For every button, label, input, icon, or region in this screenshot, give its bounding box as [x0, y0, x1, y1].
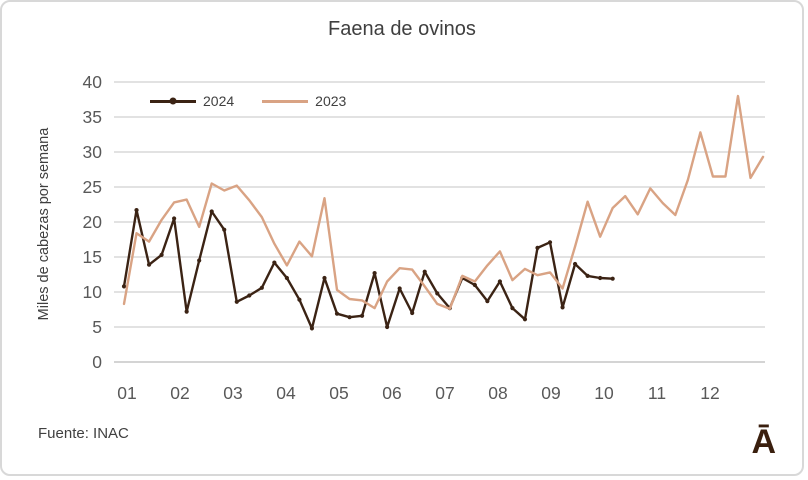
series-marker-2024-w34 [535, 245, 540, 250]
series-marker-2024-w8 [209, 209, 214, 214]
x-tick-label-12: 12 [700, 383, 719, 403]
x-tick-label-11: 11 [648, 383, 666, 403]
series-marker-2024-w18 [334, 311, 340, 316]
series-marker-2024-w13 [272, 260, 277, 265]
legend-line-2023-icon [262, 99, 309, 103]
series-marker-2024-w3 [146, 262, 152, 267]
series-marker-2024-w32 [510, 306, 515, 311]
series-marker-2024-w11 [247, 293, 252, 298]
x-tick-label-09: 09 [541, 383, 560, 403]
series-marker-2024-w10 [234, 299, 239, 304]
series-marker-2024-w16 [309, 326, 315, 331]
y-tick-label-40: 40 [83, 72, 103, 92]
series-marker-2024-w7 [197, 258, 202, 263]
series-marker-2024-w21 [372, 271, 377, 276]
series-marker-2024-w17 [322, 275, 327, 281]
x-tick-label-05: 05 [329, 383, 348, 403]
series-marker-2024-w33 [522, 317, 528, 322]
y-tick-label-5: 5 [92, 317, 102, 337]
series-marker-2024-w20 [359, 313, 365, 318]
series-marker-2024-w38 [585, 273, 590, 278]
series-marker-2024-w4 [159, 252, 164, 257]
series-marker-2024-w19 [347, 315, 352, 320]
series-marker-2024-w25 [422, 269, 427, 274]
y-tick-label-20: 20 [83, 212, 103, 232]
series-marker-2024-w9 [222, 227, 227, 232]
series-marker-2024-w6 [184, 309, 189, 314]
y-tick-label-25: 25 [83, 177, 102, 197]
series-marker-2024-w23 [397, 286, 402, 291]
series-marker-2024-w37 [572, 261, 578, 267]
legend-line-2024-icon [150, 97, 196, 105]
brand-logo: Ā [751, 423, 776, 461]
series-marker-2024-w2 [134, 208, 139, 213]
series-line-2023 [122, 94, 765, 310]
series-line-2024 [122, 208, 614, 330]
series-marker-2024-w1 [121, 284, 127, 289]
source-note: Fuente: INAC [38, 425, 129, 442]
series-marker-2024-w35 [547, 240, 553, 245]
x-tick-label-10: 10 [594, 383, 614, 403]
series-marker-2024-w22 [385, 324, 390, 330]
series-marker-2024-w5 [172, 216, 177, 221]
series-marker-2024-w24 [410, 310, 415, 316]
x-tick-label-06: 06 [382, 383, 401, 403]
x-tick-label-02: 02 [170, 383, 189, 403]
x-tick-label-08: 08 [488, 383, 507, 403]
series-marker-2024-w12 [259, 285, 264, 290]
series-marker-2024-w29 [472, 282, 477, 288]
legend-label-2024: 2024 [203, 93, 235, 109]
x-tick-label-03: 03 [223, 383, 242, 403]
series-marker-2024-w36 [560, 305, 565, 310]
legend-item-2024: 2024 [150, 93, 234, 109]
chart-title: Faena de ovinos [328, 18, 476, 40]
x-tick-label-01: 01 [117, 383, 136, 403]
series-marker-2024-w31 [497, 279, 502, 284]
series-marker-2024-w14 [284, 275, 289, 281]
y-tick-label-10: 10 [83, 282, 103, 302]
y-tick-label-35: 35 [83, 107, 102, 127]
y-tick-label-30: 30 [83, 142, 103, 162]
legend-item-2023: 2023 [262, 93, 346, 109]
y-tick-label-0: 0 [92, 352, 102, 372]
y-tick-label-15: 15 [83, 247, 102, 267]
legend-label-2023: 2023 [315, 93, 347, 109]
series-marker-2024-w39 [598, 275, 603, 281]
chart-legend: 2024 2023 [150, 93, 346, 109]
x-tick-label-04: 04 [276, 383, 296, 403]
series-marker-2024-w40 [610, 276, 615, 281]
x-tick-label-07: 07 [435, 383, 454, 403]
series-marker-2024-w15 [297, 297, 302, 302]
series-marker-2024-w30 [485, 299, 490, 304]
series-marker-2024-w26 [435, 291, 440, 296]
